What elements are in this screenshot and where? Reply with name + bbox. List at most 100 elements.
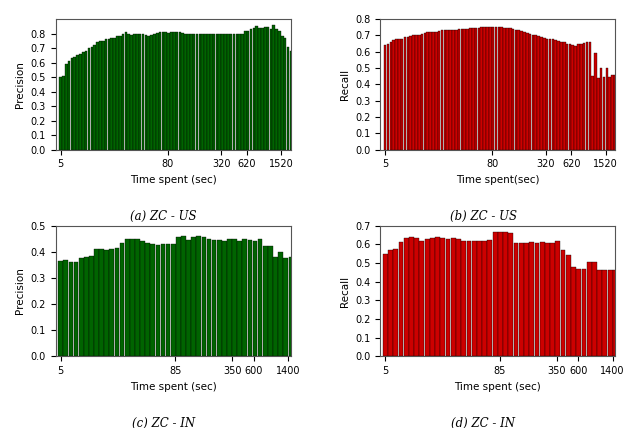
Bar	[432, 32, 435, 150]
Bar	[614, 74, 617, 150]
Bar	[248, 240, 252, 357]
Bar	[483, 27, 486, 150]
Bar	[82, 52, 84, 150]
Bar	[145, 243, 150, 357]
Bar	[76, 55, 79, 150]
Bar	[497, 27, 500, 150]
Bar	[224, 34, 227, 150]
Bar	[444, 30, 446, 150]
Bar	[524, 243, 529, 357]
Bar	[609, 77, 611, 150]
Bar	[425, 239, 429, 357]
Bar	[263, 247, 268, 357]
Bar	[387, 44, 389, 150]
Bar	[563, 42, 566, 150]
Bar	[412, 36, 415, 150]
Bar	[255, 26, 258, 150]
Bar	[582, 270, 586, 357]
Bar	[477, 28, 480, 150]
Bar	[133, 33, 136, 150]
Bar	[191, 238, 196, 357]
Bar	[281, 36, 284, 150]
Bar	[608, 270, 612, 357]
Bar	[449, 30, 452, 150]
Bar	[526, 33, 529, 150]
Bar	[509, 29, 511, 150]
Bar	[74, 57, 76, 150]
Bar	[410, 36, 412, 150]
Bar	[461, 29, 463, 150]
Bar	[261, 28, 264, 150]
Bar	[136, 33, 139, 150]
Bar	[193, 33, 195, 150]
X-axis label: Time spent (sec): Time spent (sec)	[454, 382, 541, 392]
Bar	[435, 32, 438, 150]
Bar	[543, 38, 546, 150]
Bar	[179, 33, 181, 150]
Bar	[529, 242, 534, 357]
Bar	[253, 28, 255, 150]
Bar	[135, 239, 140, 357]
Y-axis label: Precision: Precision	[15, 61, 25, 108]
X-axis label: Time spent(sec): Time spent(sec)	[456, 175, 540, 185]
Bar	[594, 54, 597, 150]
Bar	[278, 252, 283, 357]
Bar	[398, 39, 401, 150]
Bar	[406, 37, 409, 150]
Bar	[545, 243, 550, 357]
Bar	[159, 32, 161, 150]
Y-axis label: Precision: Precision	[15, 268, 25, 315]
Bar	[216, 33, 218, 150]
Bar	[508, 233, 513, 357]
Bar	[394, 249, 398, 357]
Bar	[489, 27, 492, 150]
Bar	[171, 244, 175, 357]
Bar	[498, 232, 503, 357]
Bar	[414, 238, 419, 357]
Bar	[574, 46, 577, 150]
Bar	[571, 267, 576, 357]
Bar	[481, 27, 483, 150]
Bar	[451, 238, 456, 357]
Bar	[65, 64, 68, 150]
Bar	[556, 241, 560, 357]
Bar	[63, 259, 68, 357]
Bar	[404, 238, 408, 357]
Bar	[187, 33, 190, 150]
Bar	[79, 54, 82, 150]
Bar	[284, 38, 287, 150]
Bar	[532, 35, 534, 150]
Bar	[259, 28, 261, 150]
Bar	[68, 61, 70, 150]
Bar	[520, 31, 523, 150]
Bar	[173, 32, 175, 150]
Bar	[500, 27, 503, 150]
Bar	[176, 238, 180, 357]
Bar	[113, 38, 116, 150]
Bar	[552, 39, 554, 150]
X-axis label: Time spent (sec): Time spent (sec)	[130, 382, 216, 392]
Bar	[140, 241, 145, 357]
Bar	[116, 36, 119, 150]
Text: (c) ZC - IN: (c) ZC - IN	[132, 417, 195, 428]
Bar	[111, 38, 113, 150]
Bar	[503, 28, 506, 150]
Bar	[455, 30, 458, 150]
Bar	[62, 76, 65, 150]
Bar	[452, 30, 454, 150]
Bar	[166, 244, 170, 357]
Bar	[84, 257, 89, 357]
Bar	[467, 241, 472, 357]
Bar	[602, 270, 607, 357]
Bar	[210, 33, 212, 150]
Bar	[477, 241, 482, 357]
Bar	[264, 27, 266, 150]
Bar	[399, 242, 403, 357]
Bar	[258, 239, 262, 357]
Bar	[90, 47, 93, 150]
Bar	[230, 33, 232, 150]
Bar	[85, 51, 88, 150]
Bar	[534, 36, 537, 150]
Bar	[289, 257, 293, 357]
Bar	[284, 258, 288, 357]
